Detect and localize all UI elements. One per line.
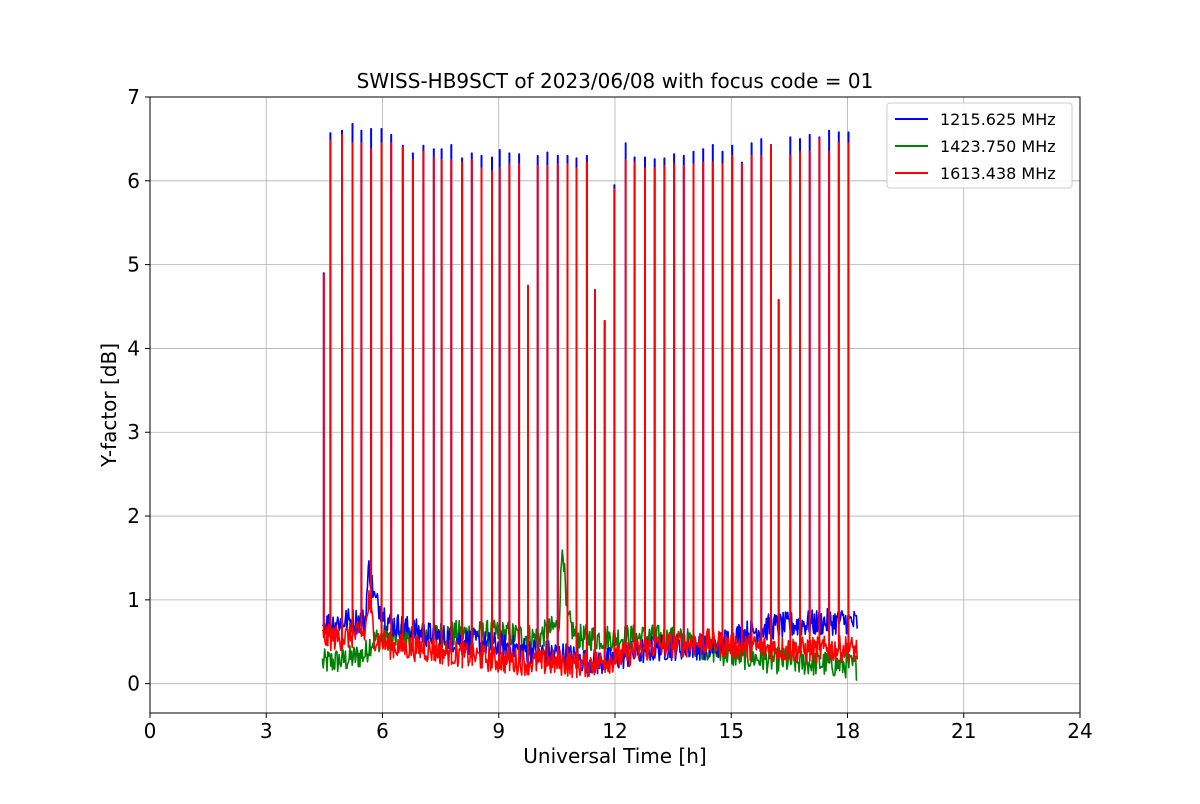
x-axis-label: Universal Time [h] (523, 744, 706, 768)
x-tick-label: 6 (376, 719, 389, 743)
x-tick-label: 15 (719, 719, 744, 743)
chart-title: SWISS-HB9SCT of 2023/06/08 with focus co… (357, 69, 874, 93)
y-axis: 0 1 2 3 4 5 6 7 (127, 85, 150, 696)
y-tick-label: 1 (127, 588, 140, 612)
series-line (321, 549, 858, 682)
legend: 1215.625 MHz 1423.750 MHz 1613.438 MHz (886, 102, 1073, 189)
legend-box (886, 102, 1073, 189)
x-tick-label: 21 (951, 719, 976, 743)
x-tick-label: 12 (602, 719, 627, 743)
legend-entry-label: 1215.625 MHz (940, 110, 1056, 129)
y-tick-label: 0 (127, 672, 140, 696)
y-tick-label: 3 (127, 420, 140, 444)
y-tick-label: 6 (127, 169, 140, 193)
series-1613-438-MHz (321, 133, 858, 679)
x-tick-label: 18 (835, 719, 860, 743)
series-line (321, 133, 858, 679)
x-tick-label: 0 (144, 719, 157, 743)
legend-entry-label: 1613.438 MHz (940, 164, 1056, 183)
x-tick-label: 9 (492, 719, 505, 743)
x-tick-label: 3 (260, 719, 273, 743)
series-1423-750-MHz (321, 549, 858, 682)
y-tick-label: 2 (127, 504, 140, 528)
plot-area (321, 123, 858, 682)
x-axis: 0 3 6 9 12 15 18 21 24 (144, 713, 1093, 743)
legend-entry-label: 1423.750 MHz (940, 137, 1056, 156)
y-tick-label: 4 (127, 336, 140, 360)
y-axis-label: Y-factor [dB] (97, 343, 121, 468)
y-tick-label: 7 (127, 85, 140, 109)
x-tick-label: 24 (1067, 719, 1092, 743)
y-tick-label: 5 (127, 253, 140, 277)
